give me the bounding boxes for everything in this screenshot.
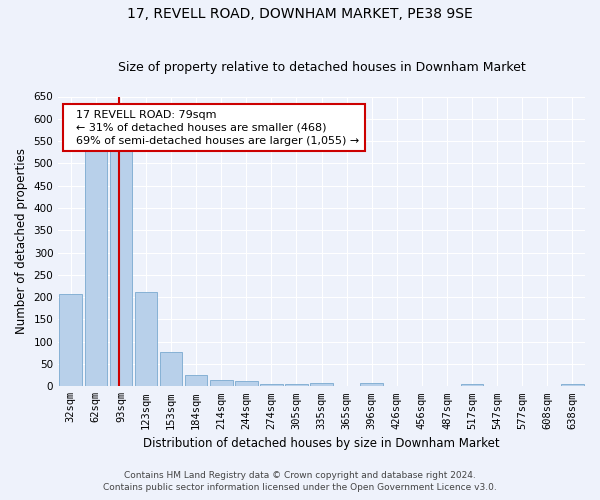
Bar bbox=[185, 374, 208, 386]
X-axis label: Distribution of detached houses by size in Downham Market: Distribution of detached houses by size … bbox=[143, 437, 500, 450]
Bar bbox=[85, 150, 107, 386]
Bar bbox=[210, 380, 233, 386]
Title: Size of property relative to detached houses in Downham Market: Size of property relative to detached ho… bbox=[118, 62, 526, 74]
Text: 17, REVELL ROAD, DOWNHAM MARKET, PE38 9SE: 17, REVELL ROAD, DOWNHAM MARKET, PE38 9S… bbox=[127, 8, 473, 22]
Bar bbox=[160, 352, 182, 386]
Bar bbox=[59, 294, 82, 386]
Bar bbox=[134, 292, 157, 386]
Bar bbox=[361, 383, 383, 386]
Text: 17 REVELL ROAD: 79sqm
  ← 31% of detached houses are smaller (468)
  69% of semi: 17 REVELL ROAD: 79sqm ← 31% of detached … bbox=[69, 110, 359, 146]
Bar bbox=[110, 150, 132, 386]
Bar bbox=[461, 384, 484, 386]
Bar bbox=[310, 382, 333, 386]
Text: Contains HM Land Registry data © Crown copyright and database right 2024.
Contai: Contains HM Land Registry data © Crown c… bbox=[103, 471, 497, 492]
Bar bbox=[561, 384, 584, 386]
Bar bbox=[260, 384, 283, 386]
Y-axis label: Number of detached properties: Number of detached properties bbox=[15, 148, 28, 334]
Bar bbox=[235, 381, 257, 386]
Bar bbox=[285, 384, 308, 386]
